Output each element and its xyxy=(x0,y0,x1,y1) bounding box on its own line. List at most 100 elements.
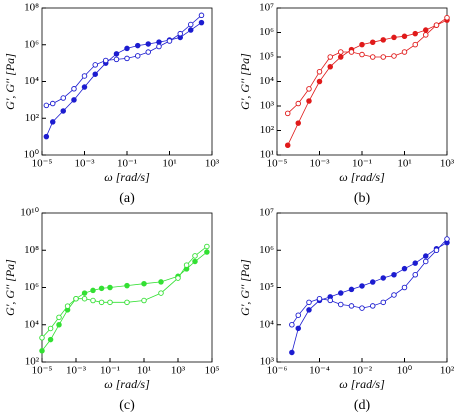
data-point xyxy=(423,253,429,259)
y-axis-label: G', G'' [Pa] xyxy=(3,53,17,110)
y-tick-label: 10⁶ xyxy=(24,38,39,50)
data-point xyxy=(284,142,291,149)
series-line xyxy=(41,251,208,352)
x-tick-label: 10¹ xyxy=(397,158,411,170)
data-point xyxy=(412,41,418,48)
data-point xyxy=(316,69,323,75)
data-point xyxy=(359,51,365,58)
x-axis-label: ω [rad/s] xyxy=(339,377,385,391)
x-tick-label: 10¹ xyxy=(137,365,151,377)
data-point xyxy=(166,38,173,44)
data-point xyxy=(338,290,344,296)
data-point xyxy=(306,98,312,104)
x-tick-label: 10⁻² xyxy=(352,365,373,377)
data-point xyxy=(145,49,151,55)
data-point xyxy=(81,73,88,79)
data-point xyxy=(113,56,120,63)
data-point xyxy=(56,314,62,321)
data-point xyxy=(348,286,355,293)
data-point xyxy=(198,19,205,26)
data-point xyxy=(43,102,50,109)
data-point xyxy=(433,22,440,28)
data-point xyxy=(90,297,96,304)
y-tick-label: 10⁶ xyxy=(259,244,274,256)
y-tick-label: 10⁰ xyxy=(24,149,40,161)
data-point xyxy=(306,307,312,313)
data-point xyxy=(124,282,130,289)
data-point xyxy=(412,260,418,266)
data-point xyxy=(158,290,164,296)
data-point xyxy=(134,53,141,59)
panel-caption: (b) xyxy=(354,191,371,206)
y-tick-label: 10³ xyxy=(260,100,275,112)
data-point xyxy=(175,275,181,281)
data-point xyxy=(359,283,365,289)
x-tick-label: 10⁻¹ xyxy=(100,365,120,377)
data-point xyxy=(369,54,376,60)
data-point xyxy=(73,295,79,302)
x-tick-label: 10² xyxy=(440,365,455,377)
x-tick-label: 10⁻¹ xyxy=(117,158,137,170)
data-point xyxy=(401,284,408,291)
data-point xyxy=(327,54,333,60)
data-point xyxy=(444,236,450,242)
series-line xyxy=(291,238,448,326)
x-tick-label: 10¹ xyxy=(162,158,176,170)
y-tick-label: 10¹⁰ xyxy=(20,207,39,219)
data-point xyxy=(391,271,397,278)
panel-caption: (c) xyxy=(119,398,135,413)
data-point xyxy=(198,12,205,19)
data-point xyxy=(204,249,210,255)
data-point xyxy=(444,14,450,21)
x-tick-label: 10⁻⁵ xyxy=(267,158,288,170)
data-point xyxy=(380,54,387,60)
data-point xyxy=(423,32,429,38)
data-point xyxy=(295,325,302,332)
data-point xyxy=(56,322,62,328)
data-point xyxy=(359,41,365,48)
data-point xyxy=(43,133,50,140)
data-point xyxy=(107,284,113,291)
data-point xyxy=(98,299,105,306)
data-point xyxy=(156,43,162,50)
data-point xyxy=(81,295,88,302)
x-tick-label: 10³ xyxy=(205,158,220,170)
data-point xyxy=(369,303,376,309)
plot-frame xyxy=(276,7,448,156)
x-tick-label: 10⁻⁴ xyxy=(309,365,330,377)
data-point xyxy=(192,258,198,265)
data-point xyxy=(92,62,98,68)
data-point xyxy=(306,299,312,306)
data-point xyxy=(187,27,194,33)
data-point xyxy=(39,348,45,354)
data-point xyxy=(92,71,98,77)
x-tick-label: 10⁻⁵ xyxy=(32,158,53,170)
data-point xyxy=(71,97,77,103)
data-point xyxy=(156,39,162,45)
data-point xyxy=(423,27,429,33)
series-line xyxy=(41,246,208,339)
data-point xyxy=(49,100,56,107)
data-point xyxy=(81,84,88,90)
data-point xyxy=(359,305,365,311)
data-point xyxy=(145,41,151,47)
x-axis-label: ω [rad/s] xyxy=(104,170,150,184)
panel-caption: (a) xyxy=(119,191,135,206)
data-point xyxy=(401,49,408,55)
data-point xyxy=(348,49,355,55)
data-point xyxy=(338,49,344,55)
data-point xyxy=(192,253,198,259)
data-point xyxy=(391,292,397,298)
data-point xyxy=(64,303,71,309)
y-tick-label: 10⁶ xyxy=(259,26,274,38)
y-axis-label: G', G'' [Pa] xyxy=(3,259,17,316)
data-point xyxy=(124,299,130,306)
x-tick-label: 10⁻⁵ xyxy=(32,365,53,377)
data-point xyxy=(316,295,323,302)
data-point xyxy=(423,258,429,265)
series-line xyxy=(291,242,448,353)
data-point xyxy=(284,110,291,117)
data-point xyxy=(369,279,376,285)
data-point xyxy=(412,30,418,37)
